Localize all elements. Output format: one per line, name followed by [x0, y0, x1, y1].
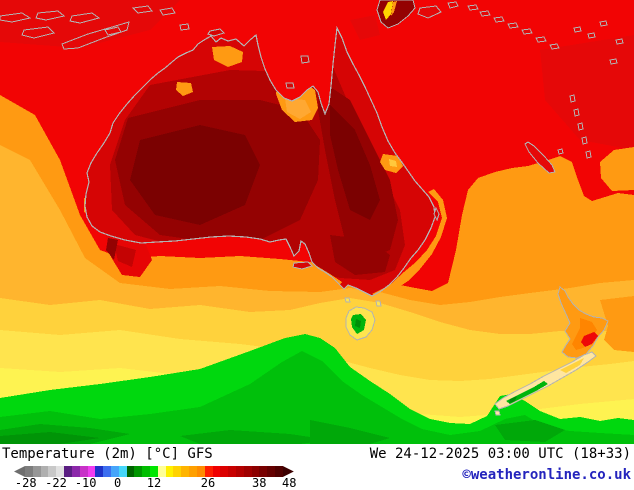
- nsw-coastal-orange-strip: [390, 189, 447, 289]
- legend-color-cell: [103, 466, 111, 477]
- band-green-dark-patch: [180, 430, 330, 444]
- tasmania-green-core: [355, 319, 361, 328]
- nw-orange-spot: [176, 82, 193, 96]
- legend-color-cell: [275, 466, 283, 477]
- legend-color-cell: [267, 466, 275, 477]
- legend-color-cell: [181, 466, 190, 477]
- map-title: Temperature (2m) [°C] GFS: [2, 446, 213, 462]
- mornington-island: [285, 82, 295, 89]
- legend-color-cell: [126, 466, 135, 477]
- nz-north-island-hot-interior: [572, 318, 597, 350]
- papua-new-guinea: [376, 0, 459, 29]
- kimberley-orange-patch: [212, 46, 243, 67]
- legend-color-cell: [48, 466, 57, 477]
- legend-color-cell: [110, 466, 119, 477]
- gulf-south-orange-core: [285, 98, 311, 119]
- interior-dark-sevic: [330, 235, 390, 275]
- legend-color-cell: [212, 466, 221, 477]
- nz-canterbury-yellow: [560, 358, 584, 373]
- legend-tick-label: -28: [14, 476, 37, 490]
- solomon-islands: [467, 4, 560, 50]
- legend-arrow-left: [14, 466, 25, 477]
- new-caledonia: [524, 141, 564, 174]
- nz-east-orange-patch: [600, 296, 634, 352]
- indonesia-islands: [0, 5, 190, 50]
- coral-sea-orange-pocket: [600, 147, 634, 191]
- nz-southern-alps-green: [506, 381, 548, 404]
- temperature-legend-ticks: -28 -22 -10 0 12 26 38 48: [14, 476, 297, 490]
- tasmania: [344, 297, 382, 341]
- legend-color-cell: [40, 466, 49, 477]
- qld-orange-spot-core: [389, 159, 397, 167]
- stewart-island: [494, 410, 501, 416]
- band-green-dark-patch: [310, 420, 390, 444]
- legend-color-cell: [228, 466, 236, 477]
- vanuatu-islands: [569, 94, 592, 159]
- new-britain-island: [417, 5, 442, 19]
- legend-arrow-right: [282, 466, 294, 477]
- legend-tick-label: 12: [146, 476, 162, 490]
- copyright-link[interactable]: ©weatheronline.co.uk: [462, 467, 631, 483]
- legend-color-cell: [95, 466, 104, 477]
- interior-dark-3: [130, 125, 260, 225]
- legend-tick-label: 38: [252, 476, 267, 490]
- legend-color-cell: [235, 466, 244, 477]
- temperature-map: [0, 0, 634, 444]
- kangaroo-island: [292, 261, 313, 270]
- king-island: [344, 297, 351, 303]
- legend-color-cell: [25, 466, 33, 477]
- legend-color-cell: [87, 466, 96, 477]
- legend-tick-label: -10: [74, 476, 97, 490]
- legend-tick-label: 0: [113, 476, 122, 490]
- flinders-island: [375, 300, 382, 307]
- legend-tick-label: 48: [282, 476, 297, 490]
- nz-alps-green-core: [509, 396, 517, 403]
- legend-color-cell: [118, 466, 127, 477]
- fraser-island: [433, 206, 440, 222]
- melville-island: [207, 28, 225, 37]
- png-highlands-yellow-streak: [383, 1, 393, 20]
- band-green-dark-patch: [495, 420, 565, 442]
- legend-color-cell: [259, 466, 268, 477]
- ocean-warm-patches: [84, 147, 634, 352]
- legend-color-cell: [243, 466, 252, 477]
- new-zealand: [494, 286, 609, 416]
- groote-island: [300, 55, 310, 64]
- legend-color-cell: [56, 466, 65, 477]
- temperature-legend-bar: [14, 466, 294, 477]
- temperature-bands: [0, 95, 634, 444]
- pacific-islets: [573, 20, 624, 65]
- legend-color-cell: [150, 466, 158, 477]
- png-highlands-orange-edge: [391, 1, 397, 16]
- legend-color-cell: [220, 466, 229, 477]
- australia-interior: [110, 46, 405, 296]
- legend-color-cell: [204, 466, 213, 477]
- bight-dark-edge: [106, 238, 118, 260]
- map-datetime: We 24-12-2025 03:00 UTC (18+33): [369, 446, 631, 462]
- bight-hot-core: [114, 244, 136, 267]
- legend-color-cell: [79, 466, 88, 477]
- band-green-mid: [0, 351, 634, 444]
- legend-color-cell: [189, 466, 197, 477]
- ocean-red-variation: [350, 15, 380, 40]
- australia-landmass: [84, 27, 440, 297]
- legend-color-cell: [64, 466, 72, 477]
- legend-color-cell: [142, 466, 150, 477]
- legend-color-cell: [134, 466, 143, 477]
- nz-hawkes-bay-red-streak: [581, 332, 598, 347]
- legend-color-cell: [196, 466, 205, 477]
- band-green-darkest-patch: [0, 432, 100, 444]
- legend-color-cell: [157, 466, 166, 477]
- legend-color-cell: [32, 466, 41, 477]
- legend-tick-label: 26: [200, 476, 216, 490]
- legend-color-cell: [165, 466, 174, 477]
- legend-color-cell: [251, 466, 260, 477]
- legend-tick-label: -22: [45, 476, 67, 490]
- interior-dark-3-qld: [330, 105, 380, 220]
- legend-color-cell: [173, 466, 182, 477]
- legend-color-cell: [71, 466, 80, 477]
